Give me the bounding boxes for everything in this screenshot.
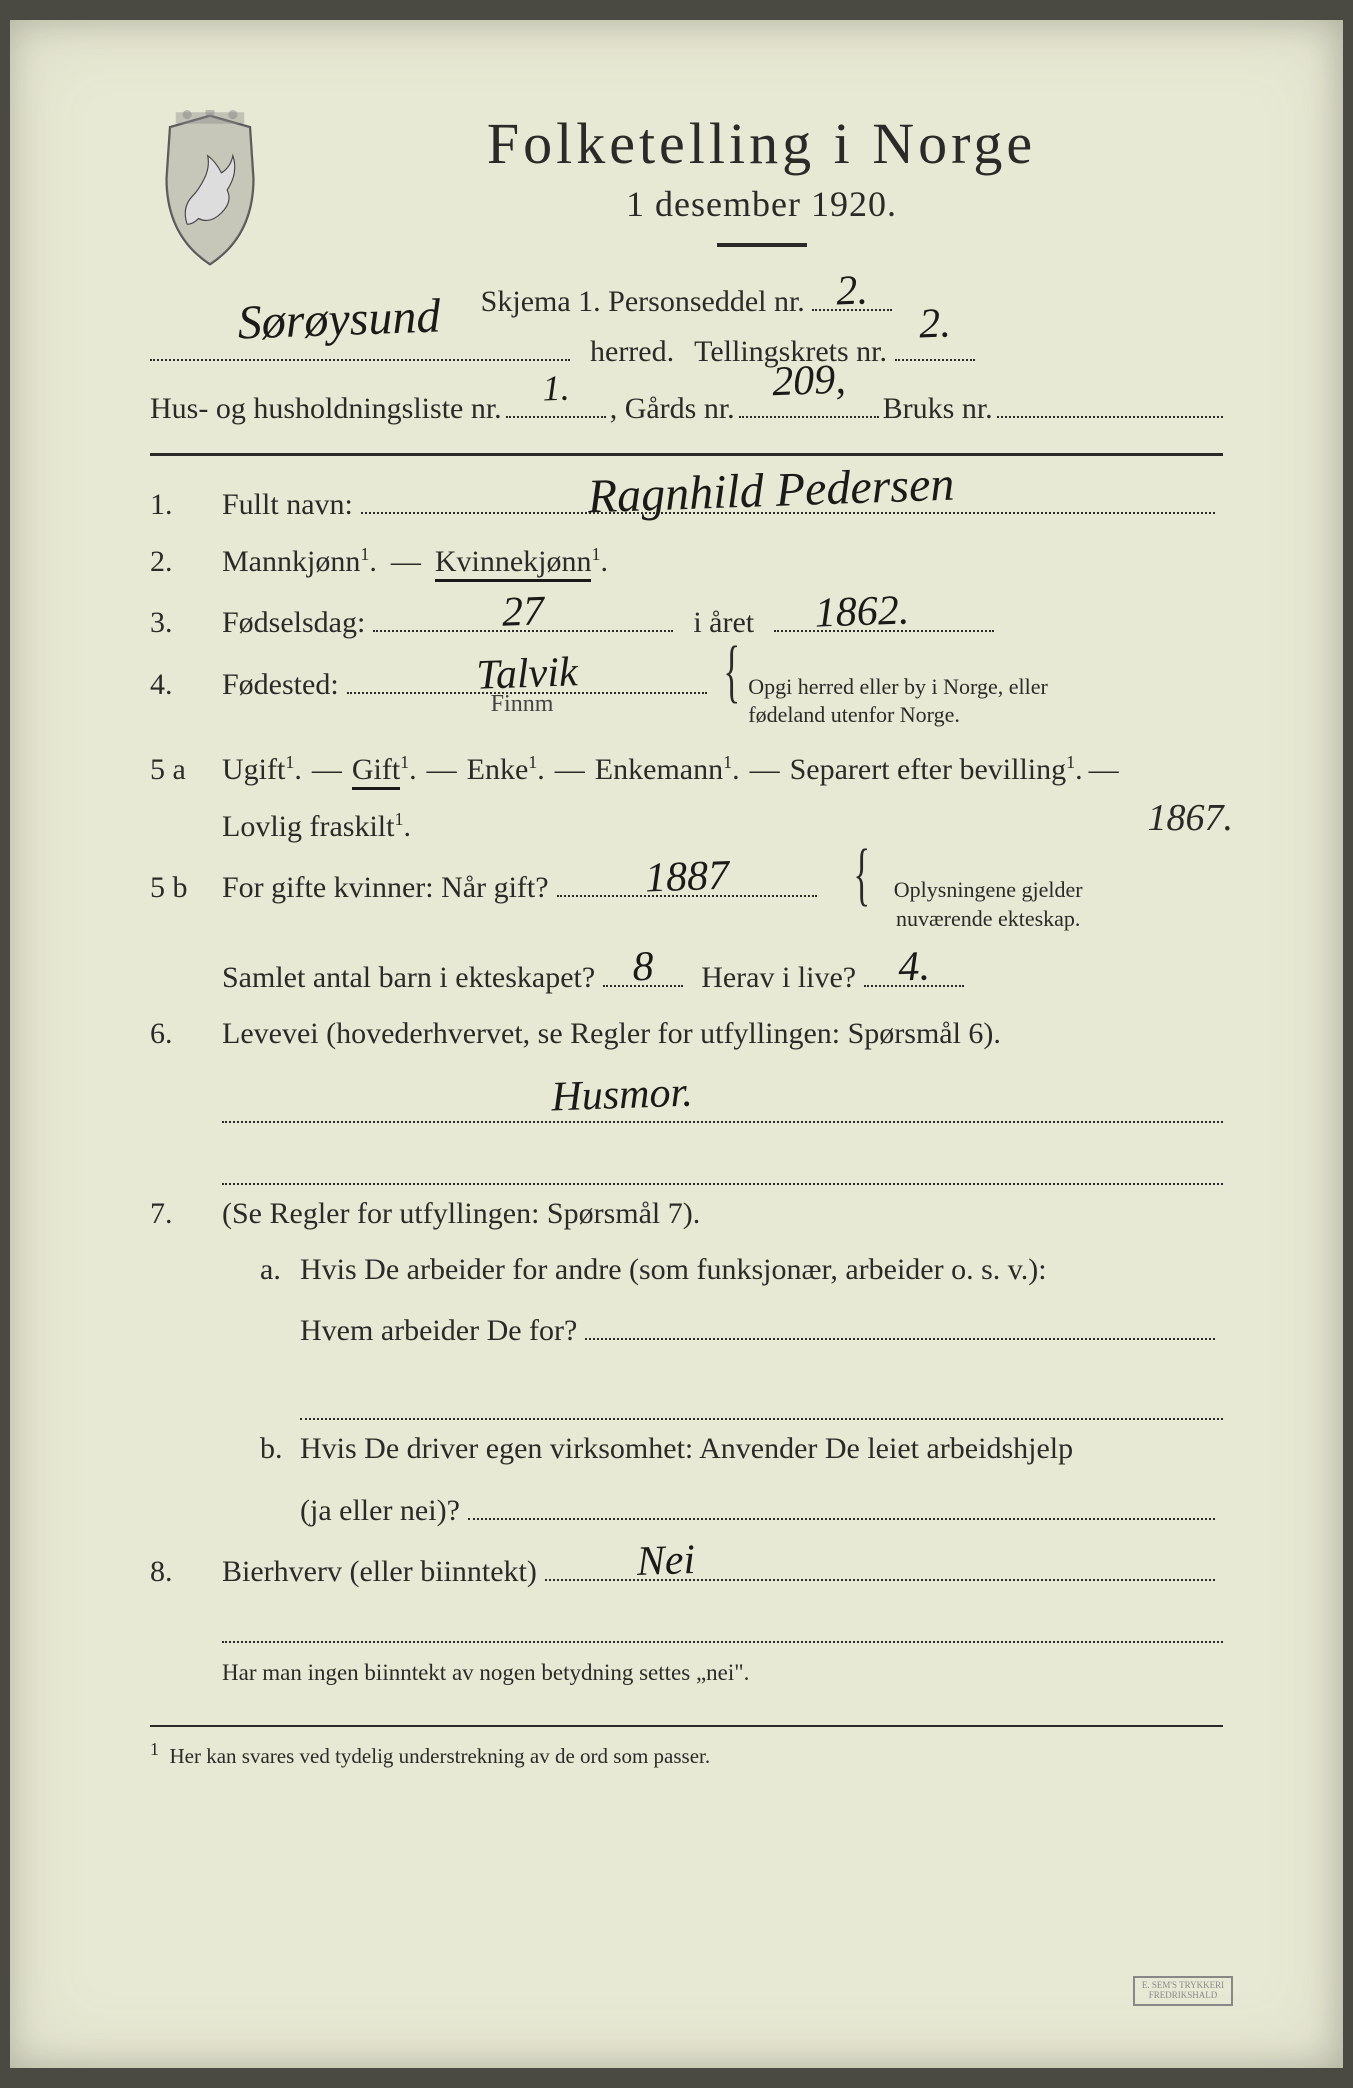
herred-line: Sørøysund herred. Tellingskrets nr. 2. (150, 323, 1223, 380)
q7a-row1: a. Hvis De arbeider for andre (som funks… (150, 1253, 1223, 1287)
bottom-note: Har man ingen biinntekt av nogen betydni… (222, 1641, 1223, 1695)
q5b-val1: 1887 (644, 852, 730, 903)
q7b-text2: (ja eller nei)? (300, 1494, 460, 1528)
form-header: Folketelling i Norge 1 desember 1920. (150, 110, 1223, 275)
skjema-label: Skjema 1. Personseddel nr. (481, 285, 805, 318)
q7-num: 7. (150, 1197, 222, 1231)
header-rule (150, 453, 1223, 456)
q6-num: 6. (150, 1017, 222, 1051)
norway-coat-of-arms-icon (150, 110, 270, 270)
q5a-row: 5 a Ugift1. — Gift1. — Enke1. — Enkemann… (150, 752, 1223, 787)
q1-row: 1. Fullt navn: Ragnhild Pedersen (150, 482, 1223, 522)
q2-row: 2. Mannkjønn1. — Kvinnekjønn1. (150, 544, 1223, 579)
q1-num: 1. (150, 488, 222, 522)
census-form-page: Folketelling i Norge 1 desember 1920. Sk… (10, 20, 1343, 2068)
q7a-row2: Hvem arbeider De for? (150, 1309, 1223, 1349)
q1-value: Ragnhild Pedersen (587, 456, 955, 524)
q6-blank-line (222, 1135, 1223, 1185)
q7a-text1: Hvis De arbeider for andre (som funksjon… (300, 1253, 1047, 1287)
q7b-text1: Hvis De driver egen virksomhet: Anvender… (300, 1432, 1073, 1466)
q7b-row2: (ja eller nei)? (150, 1488, 1223, 1528)
q2-num: 2. (150, 545, 222, 579)
q6-label: Levevei (hovederhvervet, se Regler for u… (222, 1017, 1001, 1051)
q2-opt2: Kvinnekjønn1. (435, 544, 608, 579)
herred-label: herred. (590, 323, 674, 380)
skjema-nr: 2. (836, 266, 869, 315)
q5a-opt-enkemann: Enkemann1. (595, 752, 740, 787)
footnote-rule (150, 1725, 1223, 1727)
q7-row: 7. (Se Regler for utfyllingen: Spørsmål … (150, 1197, 1223, 1231)
printer-mark: E. SEM'S TRYKKERI FREDRIKSHALD (1133, 1976, 1233, 2006)
q4-row: 4. Fødested: Talvik Finnm { Opgi herred … (150, 662, 1223, 730)
q4-small-annotation: Finnm (491, 691, 554, 718)
q6-value: Husmor. (551, 1068, 694, 1121)
q5a-row2: Lovlig fraskilt1. (150, 809, 1223, 844)
q8-label: Bierhverv (eller biinntekt) (222, 1555, 537, 1589)
q3-row: 3. Fødselsdag: 27 i året 1862. (150, 601, 1223, 641)
q5b-row1: 5 b For gifte kvinner: Når gift? 1887 { … (150, 866, 1223, 934)
q5b-row2: Samlet antal barn i ekteskapet? 8 Herav … (150, 955, 1223, 995)
footnote: 1 Her kan svares ved tydelig understrekn… (150, 1739, 1223, 1769)
q8-value: Nei (636, 1536, 696, 1586)
q7-intro: (Se Regler for utfyllingen: Spørsmål 7). (222, 1197, 700, 1231)
q7a-blank-line (300, 1370, 1223, 1420)
q5b-label1: For gifte kvinner: Når gift? (222, 871, 549, 905)
q7b-row1: b. Hvis De driver egen virksomhet: Anven… (150, 1432, 1223, 1466)
q4-num: 4. (150, 668, 222, 702)
q5a-num: 5 a (150, 753, 222, 787)
q8-num: 8. (150, 1555, 222, 1589)
hus-nr: 1. (541, 353, 570, 422)
q5a-opt-gift: Gift1. (352, 752, 417, 787)
gards-label: , Gårds nr. (610, 380, 735, 437)
q3-label: Fødselsdag: (222, 606, 365, 640)
q8-row: 8. Bierhverv (eller biinntekt) Nei (150, 1550, 1223, 1590)
q5a-opt-enke: Enke1. (467, 752, 545, 787)
q5b-num: 5 b (150, 871, 222, 905)
q5b-label3: Herav i live? (701, 961, 856, 995)
q3-day: 27 (502, 587, 546, 636)
q7b-num: b. (260, 1432, 300, 1466)
q7a-num: a. (260, 1253, 300, 1287)
hus-label: Hus- og husholdningsliste nr. (150, 380, 502, 437)
q5b-val3: 4. (898, 942, 931, 991)
q3-year: 1862. (814, 586, 910, 637)
q4-label: Fødested: (222, 668, 339, 702)
q5b-label2: Samlet antal barn i ekteskapet? (222, 961, 595, 995)
q5b-val2: 8 (632, 943, 655, 992)
q6-row: 6. Levevei (hovederhvervet, se Regler fo… (150, 1017, 1223, 1051)
title-block: Folketelling i Norge 1 desember 1920. (300, 110, 1223, 275)
q1-label: Fullt navn: (222, 488, 353, 522)
form-title: Folketelling i Norge (300, 110, 1223, 177)
form-subtitle: 1 desember 1920. (300, 183, 1223, 225)
q6-answer-line: Husmor. (222, 1073, 1223, 1123)
q5a-line2: Lovlig fraskilt1. (222, 809, 411, 844)
q2-opt1: Mannkjønn1. (222, 544, 377, 579)
title-divider (717, 243, 807, 247)
hus-line: Hus- og husholdningsliste nr. 1. , Gårds… (150, 380, 1223, 437)
q4-note: Opgi herred eller by i Norge, eller føde… (748, 673, 1088, 730)
q5a-opt-separert: Separert efter bevilling1. (790, 752, 1083, 787)
q5a-opt-ugift: Ugift1. (222, 752, 302, 787)
gards-nr: 209, (771, 341, 847, 423)
herred-value: Sørøysund (236, 270, 442, 368)
bruks-label: Bruks nr. (883, 380, 993, 437)
q3-num: 3. (150, 606, 222, 640)
tellingskrets-nr: 2. (918, 285, 952, 366)
q5b-sidenote: Oplysningene gjelder nuværende ekteskap. (878, 876, 1098, 933)
q7a-text2: Hvem arbeider De for? (300, 1314, 577, 1348)
